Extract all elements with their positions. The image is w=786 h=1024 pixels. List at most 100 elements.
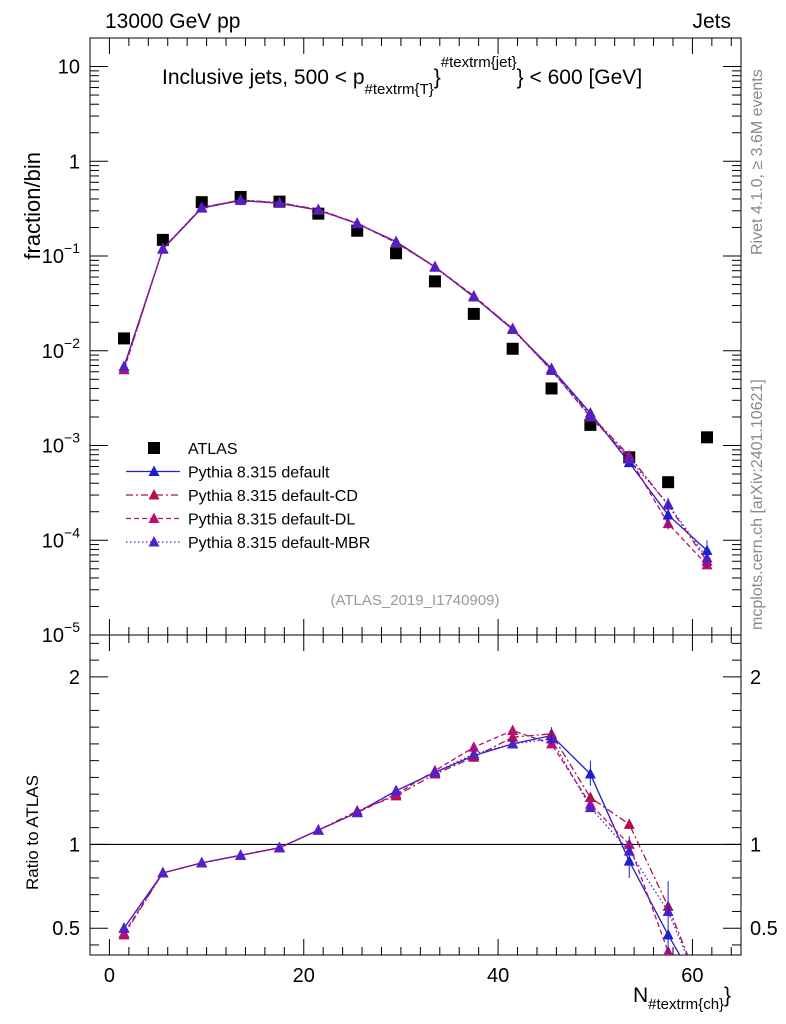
x-label-main: N <box>633 984 648 1007</box>
watermark: (ATLAS_2019_I1740909) <box>330 592 499 609</box>
series-line-dashed <box>123 199 708 566</box>
y-tick-label: 10 <box>58 57 80 79</box>
y-tick-exponent: −5 <box>64 619 80 635</box>
atlas-data-point <box>506 342 519 355</box>
main-series <box>118 190 713 570</box>
x-tick-label: 60 <box>681 965 703 987</box>
x-tick-label: 40 <box>487 965 509 987</box>
ratio-series <box>118 724 689 955</box>
x-label-sub: #textrm{ch} <box>648 996 724 1013</box>
y-tick-label: 10−5 <box>42 619 80 647</box>
y-tick-base: 10 <box>42 246 64 268</box>
series-marker-dotted <box>546 364 558 375</box>
x-tick-label: 20 <box>293 965 315 987</box>
ratio-frame <box>89 634 742 956</box>
ratio-marker-dashdot <box>584 791 596 803</box>
y-tick-exponent: −1 <box>64 240 80 256</box>
legend: ATLAS Pythia 8.315 default Pythia 8.315 de… <box>126 441 370 552</box>
atlas-data-point <box>545 382 558 395</box>
atlas-data-point <box>467 307 480 320</box>
legend-label: ATLAS <box>188 441 238 458</box>
title-post: } < 600 [GeV] <box>517 66 643 89</box>
y-tick-exponent: −2 <box>64 335 80 351</box>
series-marker-dotted <box>312 203 324 215</box>
series-marker-dotted <box>235 194 247 205</box>
y-tick-base: 10 <box>42 625 64 647</box>
y-tick-label: 10−2 <box>42 335 80 363</box>
y-tick-base: 10 <box>42 341 64 363</box>
series-marker-dotted <box>623 453 635 464</box>
y-tick-label: 1 <box>69 151 80 173</box>
atlas-data-point <box>700 431 713 444</box>
ratio-marker-dashdot <box>623 818 635 829</box>
series-marker-dotted <box>157 242 169 254</box>
x-label-close: } <box>724 984 731 1007</box>
ratio-y-tick-label-left: 1 <box>69 834 80 856</box>
ratio-marker-dashed <box>507 724 519 735</box>
ratio-line-dotted <box>123 738 688 955</box>
series-marker-dotted <box>584 409 596 421</box>
mcplots-label: mcplots.cern.ch [arXiv:2401.10621] <box>749 379 766 630</box>
y-tick-label: 10−4 <box>42 524 80 552</box>
legend-label: Pythia 8.315 default-MBR <box>188 535 370 552</box>
ratio-ticks: 0.5 0.51 12 20 20 40 60 <box>52 635 778 987</box>
ratio-marker-dotted <box>273 841 285 853</box>
ratio-marker-dotted <box>157 866 169 878</box>
series-marker-dotted <box>468 290 480 302</box>
ratio-marker-dotted <box>507 737 519 749</box>
y-tick-exponent: −3 <box>64 430 80 446</box>
atlas-data-point <box>118 332 131 345</box>
main-ticks <box>90 37 741 636</box>
ratio-line-solid <box>123 734 681 955</box>
ratio-y-axis-label: Ratio to ATLAS <box>23 775 42 890</box>
series-line-dotted <box>123 199 708 559</box>
legend-marker-atlas <box>148 442 160 454</box>
plot-title: Inclusive jets, 500 < p#textrm{T}}#textr… <box>162 54 642 98</box>
ratio-y-tick-label-right: 1 <box>750 834 761 856</box>
title-sub: #textrm{T} <box>365 81 434 98</box>
series-marker-dotted <box>429 261 441 272</box>
rivet-label: Rivet 4.1.0, ≥ 3.6M events <box>749 69 766 255</box>
y-tick-exponent: −4 <box>64 524 80 540</box>
y-tick-label: 10−3 <box>42 430 80 458</box>
ratio-marker-dotted <box>196 856 208 868</box>
atlas-data-point <box>584 418 597 431</box>
atlas-data-point <box>428 275 441 288</box>
ratio-y-tick-label-left: 2 <box>69 667 80 689</box>
header-left: 13000 GeV pp <box>105 10 240 33</box>
x-tick-label: 0 <box>104 965 115 987</box>
ratio-marker-dotted <box>312 824 324 835</box>
legend-marker-dotted <box>148 536 160 547</box>
y-tick-base: 10 <box>42 530 64 552</box>
series-marker-dotted <box>507 323 519 334</box>
ratio-marker-dotted <box>429 766 441 777</box>
legend-label: Pythia 8.315 default-DL <box>188 512 355 529</box>
ratio-panel: 0.5 0.51 12 20 20 40 60 Ratio to ATLAS N#textr… <box>23 634 778 1013</box>
ratio-line-dashed <box>123 729 672 955</box>
ratio-marker-dotted <box>351 806 363 818</box>
series-marker-dotted <box>351 217 363 229</box>
legend-marker-dashed <box>148 512 160 523</box>
x-axis-label: N#textrm{ch}} <box>633 984 731 1013</box>
y-tick-base: 10 <box>42 436 64 458</box>
atlas-data-point <box>390 247 403 260</box>
ratio-marker-dotted <box>390 784 402 796</box>
ratio-marker-dotted <box>118 922 130 933</box>
ratio-marker-dashdot <box>507 731 519 742</box>
main-y-axis-label: fraction/bin <box>20 152 45 260</box>
ratio-y-tick-label-right: 0.5 <box>750 918 778 940</box>
legend-label: Pythia 8.315 default <box>188 465 330 482</box>
ratio-marker-dotted <box>235 849 247 860</box>
atlas-data-point <box>156 233 169 246</box>
series-marker-dotted <box>273 196 285 208</box>
title-sup: #textrm{jet} <box>441 54 517 71</box>
atlas-data-point <box>662 476 675 489</box>
title-pre: Inclusive jets, 500 < p <box>162 66 365 89</box>
ratio-marker-dotted <box>468 747 480 759</box>
ratio-marker-dotted <box>584 801 596 813</box>
ratio-marker-dashed <box>468 741 480 752</box>
ratio-y-tick-label-left: 0.5 <box>52 918 80 940</box>
